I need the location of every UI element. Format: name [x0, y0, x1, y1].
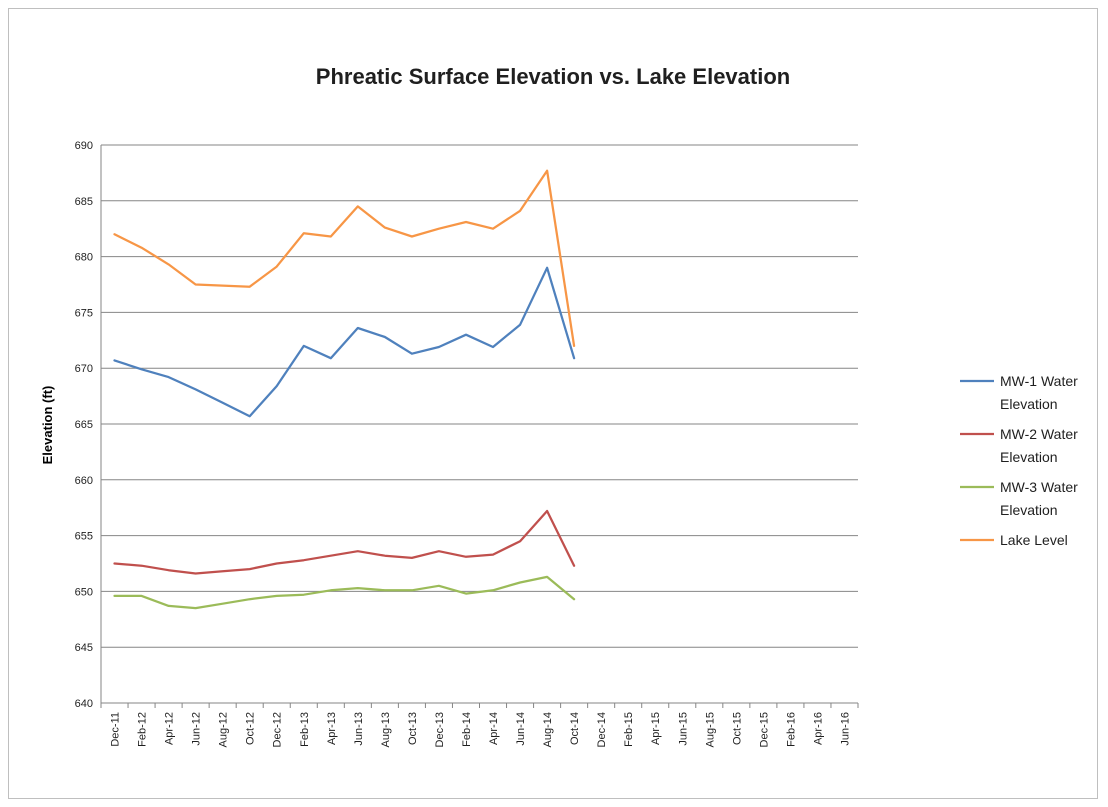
- x-tick-label: Aug-15: [704, 712, 716, 747]
- legend-label: Elevation: [1000, 502, 1058, 518]
- y-tick-label: 675: [75, 307, 93, 319]
- legend-label: MW-1 Water: [1000, 373, 1078, 389]
- x-tick-label: Aug-12: [218, 712, 230, 747]
- y-tick-label: 660: [75, 475, 93, 487]
- chart-title: Phreatic Surface Elevation vs. Lake Elev…: [316, 64, 790, 89]
- x-tick-label: Jun-16: [839, 712, 851, 746]
- x-tick-label: Feb-13: [299, 712, 311, 747]
- x-tick-label: Oct-13: [407, 712, 419, 745]
- x-tick-label: Apr-12: [164, 712, 176, 745]
- legend-label: Elevation: [1000, 449, 1058, 465]
- x-tick-label: Apr-13: [326, 712, 338, 745]
- x-tick-label: Dec-15: [758, 712, 770, 747]
- series-line: [113, 575, 576, 610]
- y-tick-label: 690: [75, 140, 93, 152]
- x-tick-label: Oct-12: [245, 712, 257, 745]
- y-tick-label: 665: [75, 419, 93, 431]
- y-axis-ticks: 640 645 650 655 660 665 670 675 680 685 690: [75, 140, 93, 710]
- y-tick-label: 655: [75, 531, 93, 543]
- x-tick-label: Dec-11: [110, 712, 122, 747]
- x-tick-label: Jun-13: [353, 712, 365, 746]
- legend-label: MW-3 Water: [1000, 479, 1078, 495]
- x-tick-label: Apr-16: [812, 712, 824, 745]
- series-line: [113, 169, 576, 348]
- x-tick-label: Feb-15: [623, 712, 635, 747]
- x-tick-label: Aug-14: [542, 712, 554, 747]
- legend-label: MW-2 Water: [1000, 426, 1078, 442]
- legend-item: MW-1 Water Elevation: [960, 373, 1078, 412]
- series-lines: [113, 169, 576, 610]
- legend-label: Lake Level: [1000, 532, 1068, 548]
- y-axis-label: Elevation (ft): [40, 386, 55, 465]
- chart-frame: [8, 8, 1098, 799]
- axes: [100, 145, 859, 708]
- x-tick-label: Feb-14: [461, 712, 473, 747]
- x-tick-label: Feb-16: [785, 712, 797, 747]
- legend-item: Lake Level: [960, 532, 1068, 548]
- series-line: [113, 509, 576, 575]
- y-tick-label: 650: [75, 586, 93, 598]
- x-tick-label: Oct-14: [569, 712, 581, 745]
- x-tick-label: Oct-15: [731, 712, 743, 745]
- y-tick-label: 680: [75, 252, 93, 264]
- x-axis-ticks: Dec-11 Feb-12 Apr-12 Jun-12 Aug-12 Oct-12 Dec-…: [110, 712, 852, 747]
- x-tick-label: Apr-15: [650, 712, 662, 745]
- x-tick-label: Dec-14: [596, 712, 608, 747]
- x-tick-label: Feb-12: [137, 712, 149, 747]
- legend-item: MW-3 Water Elevation: [960, 479, 1078, 518]
- y-tick-label: 640: [75, 698, 93, 710]
- x-tick-label: Jun-14: [515, 712, 527, 746]
- y-tick-label: 685: [75, 196, 93, 208]
- legend-item: MW-2 Water Elevation: [960, 426, 1078, 465]
- y-tick-label: 645: [75, 642, 93, 654]
- x-tick-label: Aug-13: [380, 712, 392, 747]
- y-tick-label: 670: [75, 363, 93, 375]
- x-tick-label: Dec-13: [434, 712, 446, 747]
- x-tick-label: Jun-12: [191, 712, 203, 746]
- series-line: [113, 266, 576, 418]
- x-tick-label: Apr-14: [488, 712, 500, 745]
- gridlines: [101, 144, 858, 648]
- legend-label: Elevation: [1000, 396, 1058, 412]
- x-tick-label: Dec-12: [272, 712, 284, 747]
- x-tick-label: Jun-15: [677, 712, 689, 746]
